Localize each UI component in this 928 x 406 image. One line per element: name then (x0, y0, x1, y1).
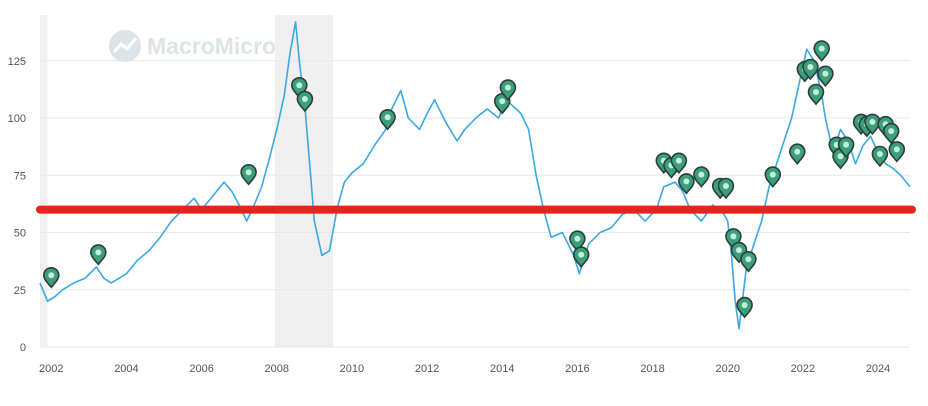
pin-dot (683, 178, 690, 185)
event-marker[interactable] (740, 251, 757, 273)
pin-dot (813, 89, 819, 96)
event-marker[interactable] (240, 164, 257, 186)
pin-dot (876, 151, 883, 157)
pin-dot (722, 183, 729, 189)
x-tick-label: 2018 (640, 363, 664, 375)
event-marker[interactable] (493, 93, 511, 115)
x-tick-label: 2016 (565, 363, 589, 375)
event-marker[interactable] (764, 166, 782, 188)
pin-dot (794, 148, 801, 155)
y-tick-label: 125 (8, 56, 26, 68)
pin-dot (818, 45, 825, 52)
pin-dot (578, 251, 585, 258)
pin-dot (698, 171, 705, 178)
pin-dot (301, 96, 308, 102)
watermark-text: MacroMicro (147, 33, 276, 59)
event-marker[interactable] (736, 296, 753, 319)
event-marker[interactable] (296, 90, 314, 113)
pin-dot (730, 233, 737, 240)
pin-dot (384, 114, 391, 121)
recession-bands (40, 15, 334, 347)
pin-dot (574, 235, 581, 242)
pin-dot (504, 84, 511, 91)
watermark-logo-mark (112, 37, 138, 53)
x-tick-label: 2022 (791, 363, 815, 375)
x-tick-label: 2024 (866, 363, 890, 375)
pin-dot (893, 146, 900, 153)
y-tick-label: 100 (8, 113, 26, 125)
event-marker[interactable] (379, 109, 396, 131)
event-marker[interactable] (802, 58, 819, 81)
event-marker[interactable] (888, 141, 906, 163)
x-tick-label: 2004 (114, 363, 138, 375)
y-tick-label: 50 (14, 228, 26, 240)
pin-dot (48, 272, 55, 279)
x-axis-labels: 2002 2004 2006 2008 2010 2012 2014 2016 2018 2020… (39, 363, 890, 375)
pin-dot (736, 247, 742, 254)
pin-dot (837, 153, 844, 160)
x-tick-label: 2008 (265, 363, 289, 375)
event-marker[interactable] (572, 246, 590, 268)
pin-dot (296, 82, 303, 89)
event-marker[interactable] (499, 79, 517, 101)
pin-dot (769, 171, 776, 178)
pin-dot (95, 249, 102, 256)
pin-dot (822, 70, 829, 77)
x-tick-label: 2006 (189, 363, 213, 375)
y-tick-label: 0 (20, 342, 26, 354)
x-tick-label: 2010 (340, 363, 364, 375)
event-marker[interactable] (693, 166, 710, 188)
event-marker[interactable] (788, 143, 806, 165)
event-markers (42, 40, 906, 319)
pin-dot (675, 157, 682, 164)
y-tick-label: 25 (14, 285, 26, 297)
y-grid (40, 60, 910, 348)
event-marker[interactable] (817, 65, 834, 88)
event-marker[interactable] (670, 152, 688, 175)
pin-dot (499, 98, 506, 105)
x-tick-label: 2020 (715, 363, 739, 375)
series-line (39, 21, 911, 330)
event-marker[interactable] (42, 267, 60, 289)
event-marker[interactable] (813, 40, 831, 62)
event-marker[interactable] (871, 145, 889, 168)
y-tick-label: 75 (14, 170, 26, 182)
recession-band-0 (40, 15, 48, 347)
event-marker[interactable] (90, 244, 107, 266)
event-marker[interactable] (882, 122, 900, 145)
watermark: MacroMicro (109, 30, 276, 62)
pin-dot (741, 302, 748, 309)
pin-dot (245, 169, 252, 176)
event-marker[interactable] (837, 136, 855, 159)
x-tick-label: 2002 (39, 363, 63, 375)
pin-dot (869, 118, 876, 125)
event-marker[interactable] (717, 177, 735, 200)
event-marker[interactable] (569, 230, 586, 252)
x-tick-label: 2014 (490, 363, 514, 375)
pin-dot (807, 64, 814, 70)
event-marker[interactable] (807, 83, 825, 106)
pin-dot (843, 141, 850, 148)
x-tick-label: 2012 (415, 363, 439, 375)
event-marker[interactable] (678, 173, 695, 195)
pin-dot (745, 256, 752, 263)
y-axis-labels: 0 25 50 75 100 125 (8, 56, 26, 354)
recession-band-1 (274, 15, 334, 347)
pin-dot (888, 128, 895, 135)
